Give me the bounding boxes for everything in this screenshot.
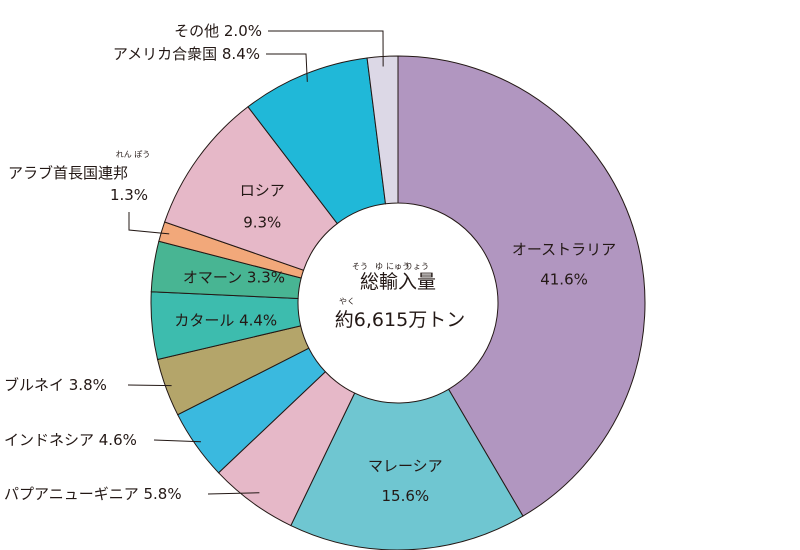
slice-label-name-1: マレーシア (368, 457, 443, 475)
slice-label-value-0: 41.6% (540, 270, 588, 288)
slice-label-name-8: ロシア (240, 181, 285, 199)
labels-group: オーストラリア 41.6% マレーシア 15.6% ロシア 9.3% オマーン 3.3% カタ… (4, 22, 616, 505)
slice-label-5: カタール 4.4% (174, 311, 277, 329)
slice-1 (290, 388, 524, 550)
leader-line-9 (266, 53, 308, 82)
slice-label-6: オマーン 3.3% (183, 269, 285, 287)
center-title: 総輸入量 (360, 271, 436, 293)
leader-line-4 (127, 384, 172, 387)
slice-label-value-1: 15.6% (382, 487, 430, 505)
center-value: 約6,615万トン (335, 309, 465, 331)
center-title-ruby-0: そう (352, 262, 368, 271)
slice-label-3: インドネシア 4.6% (4, 431, 137, 449)
slice-label-value-8: 9.3% (243, 213, 281, 231)
slice-0 (397, 55, 646, 517)
leader-line-7 (128, 212, 170, 235)
slice-ruby-7: れん ぽう (116, 150, 151, 159)
leader-line-10 (268, 30, 384, 67)
slice-label-4: ブルネイ 3.8% (4, 376, 107, 394)
leader-line-2 (207, 492, 260, 495)
leader-line-3 (153, 439, 201, 443)
center-title-ruby-2: にゅう (386, 262, 410, 271)
slice-label-10: その他 2.0% (174, 22, 262, 40)
slices-group (150, 55, 646, 550)
center-label: そうゆにゅうりょう総輸入量やく約6,615万トン (335, 262, 465, 331)
center-title-ruby-1: ゆ (375, 262, 383, 271)
slice-label-name-0: オーストラリア (512, 240, 616, 258)
slice-label-value-7: 1.3% (110, 186, 148, 204)
slice-label-name-7: アラブ首長国連邦 (8, 164, 128, 182)
slice-label-2: パプアニューギニア 5.8% (4, 485, 182, 503)
center-value-ruby: やく (339, 297, 355, 306)
slice-label-9: アメリカ合衆国 8.4% (113, 45, 260, 63)
center-title-ruby-3: りょう (405, 262, 429, 271)
slice-10 (366, 55, 399, 205)
